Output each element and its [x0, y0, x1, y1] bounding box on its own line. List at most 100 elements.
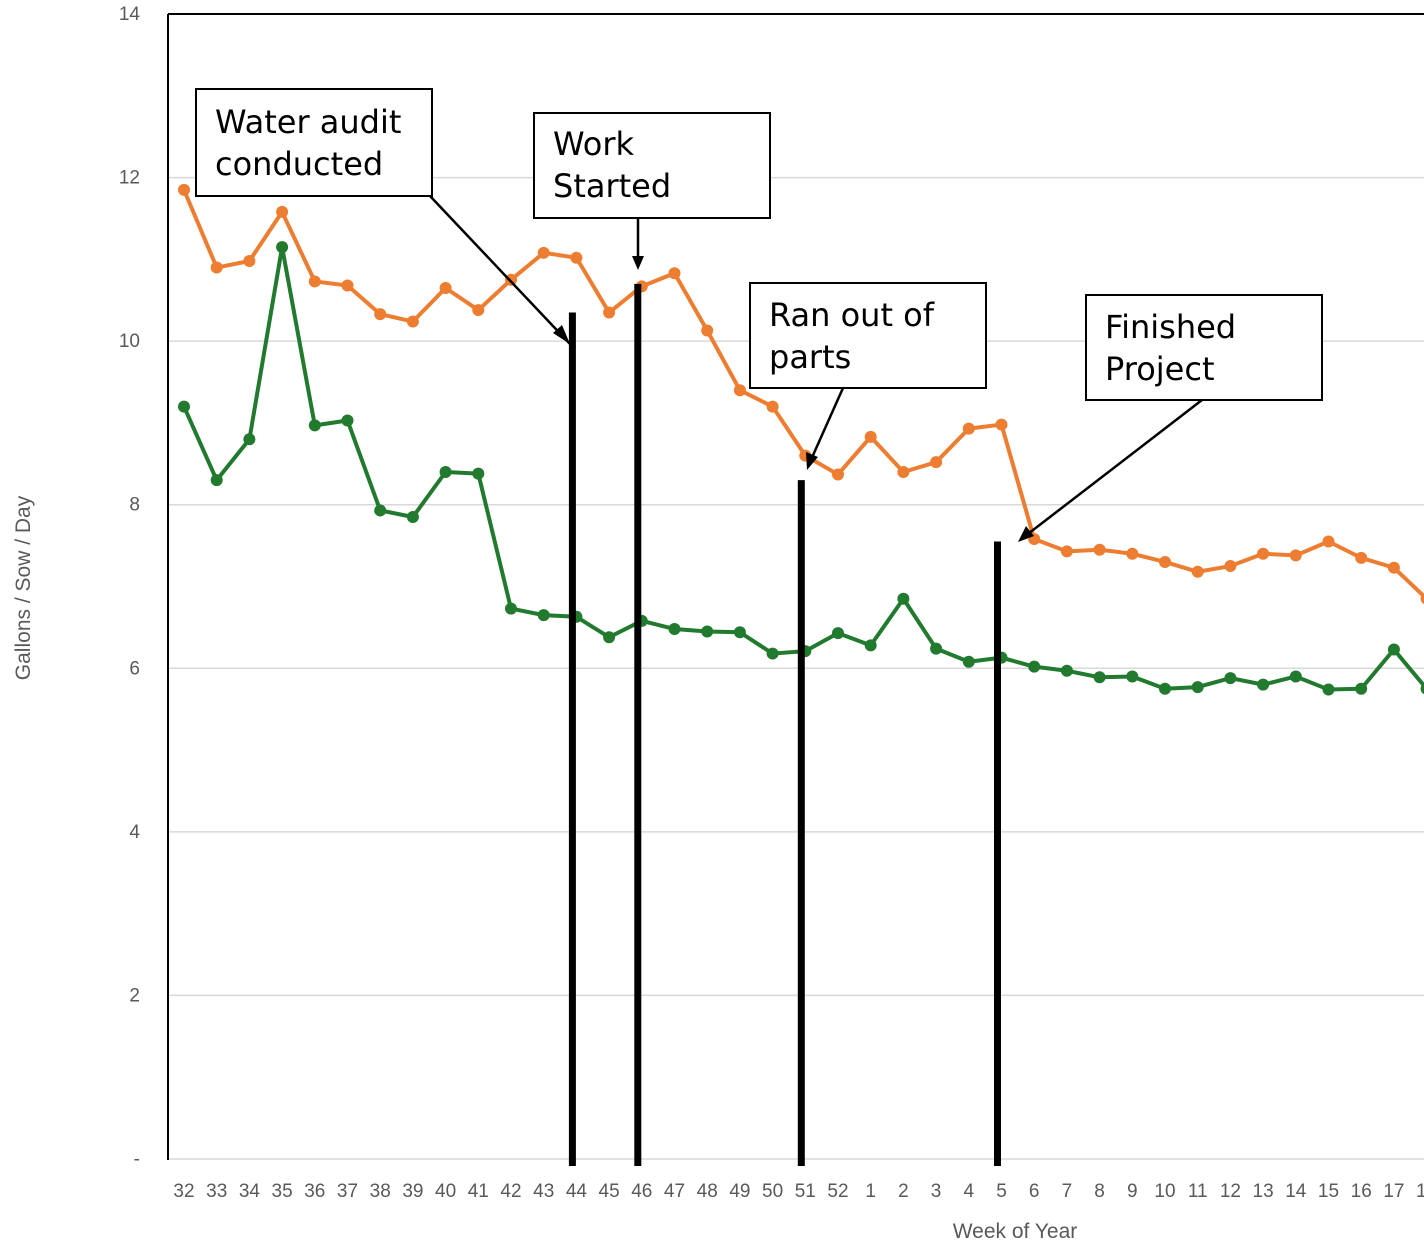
- data-point: [1322, 683, 1335, 696]
- y-axis-title: Gallons / Sow / Day: [12, 495, 35, 680]
- x-tick-label: 11: [1188, 1181, 1208, 1202]
- x-tick-label: 18: [1416, 1181, 1424, 1202]
- data-point: [1191, 565, 1204, 578]
- series-1: [178, 241, 1424, 696]
- data-point: [897, 466, 910, 478]
- data-point: [962, 655, 975, 668]
- data-point: [668, 623, 681, 636]
- x-tick-label: 46: [631, 1181, 652, 1202]
- data-point: [178, 183, 190, 196]
- data-point: [1289, 549, 1302, 562]
- y-tick-label: 14: [119, 4, 141, 25]
- data-point: [701, 625, 714, 638]
- y-tick-label: 8: [129, 495, 140, 516]
- data-point: [439, 466, 452, 478]
- x-tick-label: 42: [500, 1181, 521, 1202]
- y-tick-label: 10: [119, 331, 140, 352]
- x-tick-label: 15: [1318, 1181, 1339, 1202]
- x-tick-label: 35: [272, 1181, 293, 1202]
- data-point: [1387, 561, 1400, 574]
- data-point: [1322, 535, 1335, 548]
- data-point: [1060, 545, 1073, 558]
- annotation-ran-out-line1: Ran out of: [769, 296, 935, 334]
- data-point: [570, 251, 583, 264]
- data-point: [178, 400, 190, 413]
- x-tick-label: 51: [795, 1181, 816, 1202]
- data-point: [766, 400, 779, 413]
- data-point: [766, 647, 779, 660]
- data-point: [733, 384, 746, 397]
- annotations: Water audit conducted Work Started Ran o…: [195, 88, 1323, 542]
- data-point: [897, 592, 910, 605]
- annotation-work-started-line1: Work: [553, 125, 635, 163]
- data-point: [603, 306, 616, 319]
- y-tick-label: 2: [129, 985, 140, 1006]
- data-point: [701, 324, 714, 337]
- data-point: [1224, 672, 1237, 685]
- series-lines: [178, 183, 1424, 696]
- x-axis-ticks: 32 33 34 35 36 37 38 39 40 41 42 43 44 45 46 47 48 49 50 51…: [173, 1181, 1424, 1202]
- y-tick-label: 6: [129, 658, 140, 679]
- x-tick-label: 52: [827, 1181, 848, 1202]
- data-point: [341, 414, 354, 427]
- data-point: [1028, 660, 1041, 673]
- x-tick-label: 32: [173, 1181, 194, 1202]
- y-tick-label: -: [134, 1149, 140, 1170]
- data-point: [1126, 547, 1139, 560]
- annotation-water-audit-line2: conducted: [215, 145, 383, 183]
- data-point: [1191, 681, 1204, 694]
- annotation-finished: Finished Project: [1085, 294, 1323, 401]
- data-point: [243, 433, 256, 446]
- annotation-finished-line1: Finished: [1105, 308, 1236, 346]
- series-0: [178, 183, 1424, 605]
- x-tick-label: 14: [1285, 1181, 1307, 1202]
- data-point: [864, 430, 877, 443]
- data-point: [210, 261, 223, 274]
- x-tick-label: 1: [865, 1181, 876, 1202]
- x-tick-label: 37: [337, 1181, 358, 1202]
- x-tick-label: 2: [898, 1181, 909, 1202]
- data-point: [930, 642, 943, 655]
- x-tick-label: 12: [1220, 1181, 1241, 1202]
- data-point: [406, 510, 419, 523]
- annotation-ran-out-line2: parts: [769, 338, 851, 376]
- y-tick-label: 12: [119, 168, 140, 189]
- arrow-ran-out: [808, 387, 845, 463]
- annotation-water-audit: Water audit conducted: [195, 88, 433, 197]
- x-tick-label: 50: [762, 1181, 783, 1202]
- x-tick-label: 13: [1253, 1181, 1274, 1202]
- arrow-water-audit: [429, 195, 571, 345]
- data-point: [1093, 543, 1106, 556]
- data-point: [308, 419, 321, 432]
- data-point: [668, 267, 681, 280]
- x-tick-label: 36: [304, 1181, 325, 1202]
- x-tick-label: 5: [996, 1181, 1007, 1202]
- x-tick-label: 16: [1351, 1181, 1372, 1202]
- data-point: [472, 304, 485, 317]
- x-tick-label: 43: [533, 1181, 554, 1202]
- data-point: [1224, 560, 1237, 573]
- data-point: [1387, 643, 1400, 656]
- data-point: [1060, 664, 1073, 677]
- x-tick-label: 47: [664, 1181, 685, 1202]
- x-tick-label: 9: [1127, 1181, 1138, 1202]
- event-markers: [568, 283, 1001, 1166]
- y-axis-ticks: - 2 4 6 8 10 12 14: [119, 4, 141, 1170]
- x-tick-label: 39: [402, 1181, 423, 1202]
- x-tick-label: 44: [566, 1181, 588, 1202]
- data-point: [832, 468, 844, 481]
- annotation-ran-out: Ran out of parts: [749, 282, 987, 389]
- data-point: [406, 315, 419, 328]
- data-point: [1289, 670, 1302, 683]
- data-point: [1355, 551, 1368, 564]
- annotation-work-started: Work Started: [533, 112, 771, 219]
- x-tick-label: 33: [206, 1181, 227, 1202]
- data-point: [1355, 682, 1368, 695]
- x-tick-label: 48: [697, 1181, 718, 1202]
- data-point: [864, 639, 877, 652]
- x-tick-label: 45: [599, 1181, 620, 1202]
- x-tick-label: 40: [435, 1181, 456, 1202]
- data-point: [537, 609, 550, 622]
- x-tick-label: 7: [1062, 1181, 1073, 1202]
- data-point: [505, 602, 517, 615]
